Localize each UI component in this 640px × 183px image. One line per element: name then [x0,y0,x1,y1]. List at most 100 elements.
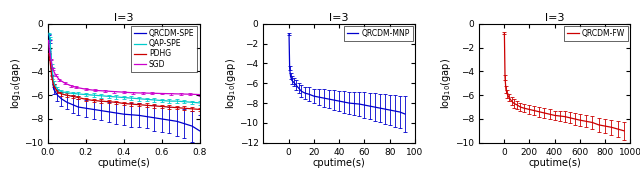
QRCDM-MNP [290,81,298,83]
QAP-SPE [50,82,58,84]
QAP-SPE [127,97,135,99]
QRCDM-SPE [97,109,105,112]
PDHG [90,99,97,102]
QRCDM-SPE [180,123,188,125]
QRCDM-FW [551,114,559,117]
SGD [45,39,52,42]
PDHG [58,93,65,95]
PDHG [54,91,61,93]
QRCDM-MNP [360,104,368,106]
QRCDM-MNP [330,99,338,101]
QRCDM-SPE [74,106,82,108]
SGD [61,82,69,84]
QRCDM-MNP [320,97,328,99]
PDHG [113,101,120,103]
QRCDM-MNP [310,95,318,97]
QRCDM-SPE [45,33,52,36]
X-axis label: cputime(s): cputime(s) [313,158,365,168]
QRCDM-FW [505,96,513,99]
QRCDM-FW [531,109,538,112]
SGD [47,58,54,61]
PDHG [69,95,77,97]
QRCDM-MNP [365,105,373,107]
QRCDM-FW [582,120,590,122]
PDHG [105,101,113,103]
QAP-SPE [143,98,150,100]
QRCDM-MNP [335,100,343,102]
SGD [129,92,137,94]
QAP-SPE [113,96,120,98]
QRCDM-MNP [288,79,296,81]
QRCDM-MNP [295,87,303,89]
QRCDM-MNP [285,33,293,35]
QRCDM-MNP [305,93,313,95]
SGD [196,94,204,96]
QRCDM-MNP [287,75,294,77]
QRCDM-FW [546,113,554,115]
SGD [45,49,53,51]
PDHG [143,104,150,106]
QAP-SPE [46,37,54,39]
QRCDM-SPE [46,40,54,43]
SGD [111,91,118,93]
QRCDM-SPE [69,104,77,106]
PDHG [82,98,90,100]
QRCDM-MNP [381,108,388,110]
QAP-SPE [63,92,71,94]
PDHG [173,107,180,109]
SGD [56,79,63,81]
QAP-SPE [150,99,158,101]
QAP-SPE [173,100,180,102]
SGD [139,92,147,94]
QRCDM-SPE [127,114,135,116]
Line: QRCDM-MNP: QRCDM-MNP [289,34,405,114]
PDHG [97,100,105,102]
QAP-SPE [90,94,97,96]
PDHG [135,104,143,106]
PDHG [74,96,82,99]
QRCDM-SPE [82,107,90,109]
Y-axis label: $\mathregular{log_{10}}$(gap): $\mathregular{log_{10}}$(gap) [9,58,23,109]
QRCDM-SPE [143,115,150,118]
QAP-SPE [105,95,113,97]
QRCDM-MNP [325,98,333,100]
Line: QRCDM-FW: QRCDM-FW [504,33,624,131]
QRCDM-MNP [376,107,383,109]
QRCDM-FW [602,125,609,127]
Line: QRCDM-SPE: QRCDM-SPE [49,34,200,131]
SGD [148,92,156,94]
QRCDM-MNP [298,90,305,92]
SGD [49,68,56,70]
QRCDM-FW [510,102,518,105]
SGD [52,74,60,76]
Legend: QRCDM-SPE, QAP-SPE, PDHG, SGD: QRCDM-SPE, QAP-SPE, PDHG, SGD [131,26,197,72]
QAP-SPE [48,64,56,67]
QRCDM-MNP [371,106,378,108]
QRCDM-FW [620,130,628,132]
QRCDM-SPE [135,114,143,117]
QAP-SPE [69,92,77,94]
PDHG [188,108,196,110]
QRCDM-SPE [54,94,61,96]
QRCDM-MNP [401,113,409,115]
QRCDM-MNP [292,84,300,86]
QAP-SPE [188,101,196,103]
QRCDM-FW [561,115,568,118]
PDHG [158,105,166,108]
QRCDM-FW [595,124,603,126]
QRCDM-FW [520,107,528,109]
QRCDM-MNP [340,101,348,103]
QRCDM-SPE [48,70,56,72]
QRCDM-MNP [346,102,353,104]
SGD [82,88,90,90]
QAP-SPE [97,95,105,97]
QRCDM-SPE [158,118,166,120]
QRCDM-SPE [50,88,58,90]
QRCDM-FW [502,88,509,90]
Title: l=3: l=3 [330,13,349,23]
X-axis label: cputime(s): cputime(s) [528,158,581,168]
QRCDM-FW [513,104,520,106]
QRCDM-MNP [396,111,404,113]
X-axis label: cputime(s): cputime(s) [97,158,150,168]
QRCDM-FW [503,93,511,95]
